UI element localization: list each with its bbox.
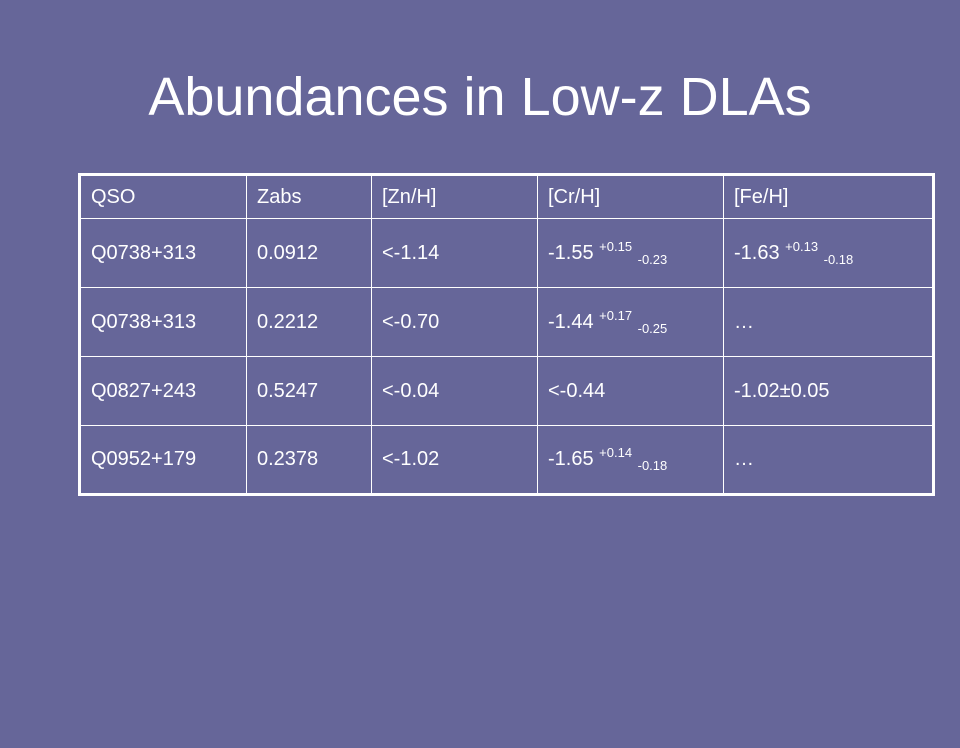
table-header-row: QSO Zabs [Zn/H] [Cr/H] [Fe/H] (79, 174, 934, 219)
cell-cr-h: <-0.44 (537, 356, 724, 426)
header-zabs: Zabs (246, 174, 372, 219)
abundance-table: QSO Zabs [Zn/H] [Cr/H] [Fe/H] Q0738+313 … (78, 173, 935, 496)
cell-zabs: 0.2378 (246, 425, 372, 495)
table-row: Q0738+313 0.0912 <-1.14 -1.55 +0.15 -0.2… (79, 218, 934, 288)
table-row: Q0952+179 0.2378 <-1.02 -1.65 +0.14 -0.1… (79, 425, 934, 495)
value: -1.65 (548, 448, 594, 470)
cell-cr-h: -1.55 +0.15 -0.23 (537, 218, 724, 288)
table-row: Q0738+313 0.2212 <-0.70 -1.44 +0.17 -0.2… (79, 287, 934, 357)
upper-error: +0.17 (599, 307, 633, 323)
cell-qso: Q0827+243 (79, 356, 247, 426)
cell-zn-h: <-0.04 (371, 356, 538, 426)
upper-error: +0.15 (599, 238, 633, 254)
cell-qso: Q0738+313 (79, 287, 247, 357)
cell-qso: Q0952+179 (79, 425, 247, 495)
header-cr-h: [Cr/H] (537, 174, 724, 219)
cell-zn-h: <-0.70 (371, 287, 538, 357)
cell-fe-h: -1.02±0.05 (723, 356, 934, 426)
cell-zabs: 0.5247 (246, 356, 372, 426)
lower-error: -0.23 (637, 251, 668, 267)
cell-fe-h: -1.63 +0.13 -0.18 (723, 218, 934, 288)
cell-cr-h: -1.44 +0.17 -0.25 (537, 287, 724, 357)
lower-error: -0.18 (637, 458, 668, 473)
cell-cr-h: -1.65 +0.14 -0.18 (537, 425, 724, 495)
header-fe-h: [Fe/H] (723, 174, 934, 219)
value: -1.55 (548, 241, 594, 264)
header-zn-h: [Zn/H] (371, 174, 538, 219)
value: -1.63 (734, 241, 780, 264)
cell-zn-h: <-1.14 (371, 218, 538, 288)
lower-error: -0.18 (823, 251, 854, 267)
cell-zabs: 0.0912 (246, 218, 372, 288)
value: -1.44 (548, 310, 594, 333)
lower-error: -0.25 (637, 320, 668, 336)
cell-fe-h: … (723, 287, 934, 357)
cell-fe-h: … (723, 425, 934, 495)
upper-error: +0.13 (785, 238, 819, 254)
upper-error: +0.14 (599, 445, 633, 461)
table-row: Q0827+243 0.5247 <-0.04 <-0.44 -1.02±0.0… (79, 356, 934, 426)
slide-title: Abundances in Low-z DLAs (148, 67, 812, 127)
cell-qso: Q0738+313 (79, 218, 247, 288)
cell-zn-h: <-1.02 (371, 425, 538, 495)
header-qso: QSO (79, 174, 247, 219)
cell-zabs: 0.2212 (246, 287, 372, 357)
